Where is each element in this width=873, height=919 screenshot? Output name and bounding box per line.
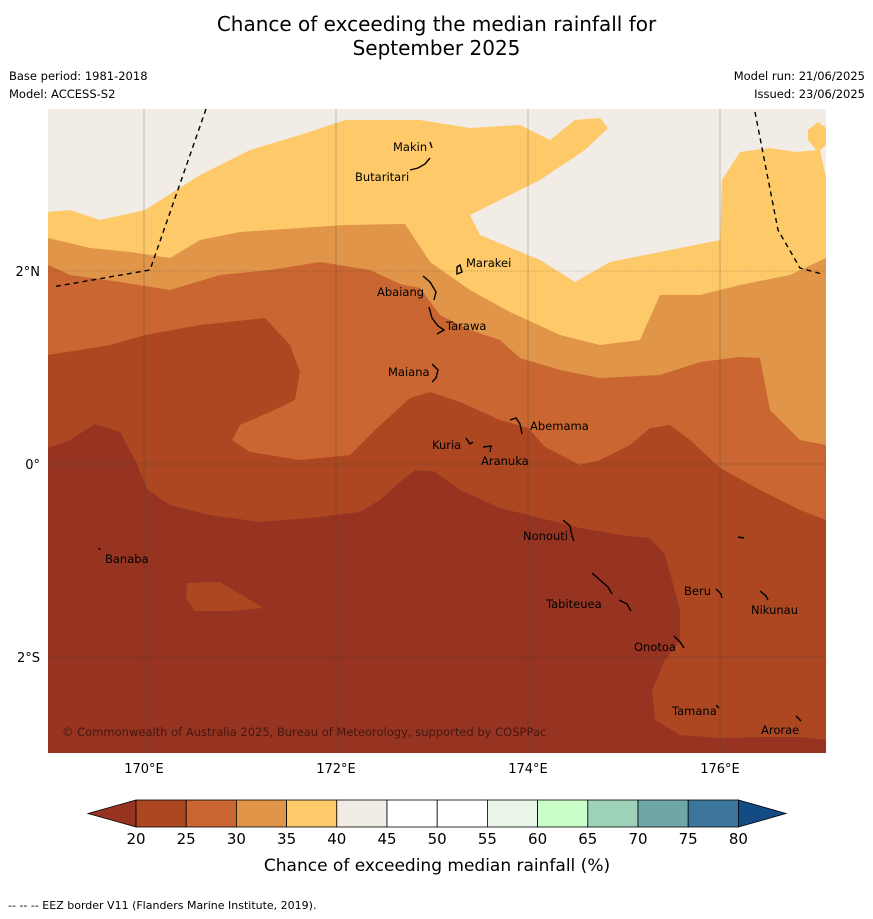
label-maiana: Maiana: [388, 365, 430, 379]
colorbar-tick-label: 80: [729, 830, 748, 848]
colorbar-segment: [185, 799, 237, 828]
eez-border: [51, 108, 823, 288]
colorbar-segment: [537, 799, 589, 828]
place-labels: Makin Butaritari Marakei Abaiang Tarawa …: [105, 140, 799, 737]
colorbar-segment: [386, 799, 438, 828]
label-tamana: Tamana: [671, 704, 717, 718]
island-east-fragment: [737, 536, 745, 539]
colorbar-tick-label: 65: [578, 830, 597, 848]
colorbar-segment: [436, 799, 488, 828]
island-onotoa: [673, 635, 685, 649]
label-banaba: Banaba: [105, 552, 149, 566]
map-title: Chance of exceeding the median rainfall …: [0, 12, 873, 60]
label-abaiang: Abaiang: [377, 285, 424, 299]
colorbar-tick-label: 50: [428, 830, 447, 848]
contour-fill: [48, 109, 826, 753]
eez-credit: -- -- -- EEZ border V11 (Flanders Marine…: [8, 899, 317, 912]
island-nikunau: [759, 590, 769, 601]
colorbar-segment: [486, 799, 538, 828]
island-makin: [429, 141, 433, 149]
colorbar-tick-label: 25: [177, 830, 196, 848]
label-nonouti: Nonouti: [523, 529, 568, 543]
colorbar-segment: [587, 799, 639, 828]
colorbar-tick-label: 20: [126, 830, 145, 848]
model-run: Model run: 21/06/2025: [733, 69, 865, 83]
colorbar-segment: [687, 799, 739, 828]
label-marakei: Marakei: [466, 256, 511, 270]
lat-tick-2n: 2°N: [16, 265, 41, 280]
island-arorae: [795, 715, 802, 722]
colorbar-segment: [235, 799, 287, 828]
colorbar-tick-label: 60: [528, 830, 547, 848]
axis-labels: 170°E 172°E 174°E 176°E 2°N 0° 2°S: [16, 265, 740, 777]
label-aranuka: Aranuka: [481, 454, 529, 468]
issued-date: Issued: 23/06/2025: [754, 87, 865, 101]
colorbar-tick-label: 75: [679, 830, 698, 848]
island-outlines: [98, 141, 802, 722]
lon-tick-176: 176°E: [700, 762, 740, 777]
island-kuria: [465, 437, 474, 445]
colorbar-tick-label: 35: [277, 830, 296, 848]
label-beru: Beru: [684, 584, 711, 598]
colorbar-tick-label: 45: [377, 830, 396, 848]
label-nikunau: Nikunau: [751, 603, 798, 617]
island-beru: [715, 588, 723, 599]
colorbar-tick-label: 30: [227, 830, 246, 848]
copyright-notice: © Commonwealth of Australia 2025, Bureau…: [62, 725, 546, 739]
lat-tick-0: 0°: [25, 458, 40, 473]
colorbar-segment: [286, 799, 338, 828]
island-nonouti: [562, 519, 575, 542]
colorbar-label: Chance of exceeding median rainfall (%): [264, 856, 610, 876]
model-name: Model: ACCESS-S2: [9, 87, 116, 101]
island-tamana: [715, 704, 720, 709]
colorbar-tick-label: 40: [327, 830, 346, 848]
label-arorae: Arorae: [761, 723, 799, 737]
label-butaritari: Butaritari: [355, 170, 409, 184]
colorbar-extend-high: [738, 799, 788, 828]
graticule: [48, 109, 826, 753]
island-tarawa: [428, 306, 446, 335]
island-aranuka: [482, 445, 492, 453]
island-marakei: [456, 263, 463, 276]
colorbar-tick-label: 55: [478, 830, 497, 848]
title-line-1: Chance of exceeding the median rainfall …: [216, 12, 657, 36]
label-kuria: Kuria: [432, 438, 461, 452]
label-tabiteuea: Tabiteuea: [545, 597, 602, 611]
label-makin: Makin: [393, 140, 427, 154]
island-abaiang: [422, 275, 437, 301]
island-butaritari: [409, 157, 431, 171]
colorbar-segment: [336, 799, 388, 828]
colorbar-extend-low: [86, 799, 137, 828]
colorbar-segment: [135, 799, 187, 828]
run-info-right: Model run: 21/06/2025 Issued: 23/06/2025: [734, 67, 865, 103]
lon-tick-172: 172°E: [316, 762, 356, 777]
label-tarawa: Tarawa: [445, 319, 486, 333]
label-onotoa: Onotoa: [634, 640, 676, 654]
base-period: Base period: 1981-2018: [9, 69, 148, 83]
island-tabiteuea: [591, 572, 632, 612]
island-maiana: [431, 363, 439, 383]
label-abemama: Abemama: [530, 419, 589, 433]
island-banaba: [98, 547, 101, 551]
island-abemama: [509, 417, 523, 435]
run-info-left: Base period: 1981-2018 Model: ACCESS-S2: [9, 67, 148, 103]
lon-tick-170: 170°E: [124, 762, 164, 777]
colorbar: 20 25 30 35 40 45 50 55 60 65 70 75 80: [86, 799, 788, 848]
colorbar-segment: [637, 799, 689, 828]
lat-tick-2s: 2°S: [17, 651, 40, 666]
colorbar-tick-label: 70: [628, 830, 647, 848]
lon-tick-174: 174°E: [508, 762, 548, 777]
title-line-2: September 2025: [352, 36, 521, 60]
